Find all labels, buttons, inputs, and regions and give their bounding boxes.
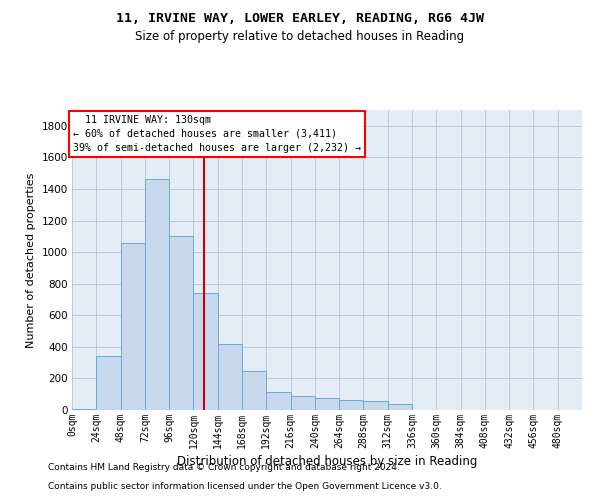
Bar: [193, 293, 218, 410]
Bar: [290, 396, 315, 410]
Bar: [315, 398, 339, 410]
Bar: [339, 400, 364, 410]
Text: 11 IRVINE WAY: 130sqm  
← 60% of detached houses are smaller (3,411)
39% of semi: 11 IRVINE WAY: 130sqm ← 60% of detached …: [73, 114, 361, 152]
Text: Contains public sector information licensed under the Open Government Licence v3: Contains public sector information licen…: [48, 482, 442, 491]
Bar: [364, 402, 388, 410]
Bar: [72, 409, 96, 410]
Y-axis label: Number of detached properties: Number of detached properties: [26, 172, 36, 348]
Text: Size of property relative to detached houses in Reading: Size of property relative to detached ho…: [136, 30, 464, 43]
Bar: [242, 372, 266, 410]
Bar: [218, 344, 242, 410]
X-axis label: Distribution of detached houses by size in Reading: Distribution of detached houses by size …: [177, 455, 477, 468]
Bar: [169, 236, 193, 410]
Bar: [96, 356, 121, 410]
Bar: [121, 244, 145, 410]
Bar: [145, 180, 169, 410]
Bar: [388, 404, 412, 410]
Bar: [266, 392, 290, 410]
Text: Contains HM Land Registry data © Crown copyright and database right 2024.: Contains HM Land Registry data © Crown c…: [48, 464, 400, 472]
Text: 11, IRVINE WAY, LOWER EARLEY, READING, RG6 4JW: 11, IRVINE WAY, LOWER EARLEY, READING, R…: [116, 12, 484, 26]
